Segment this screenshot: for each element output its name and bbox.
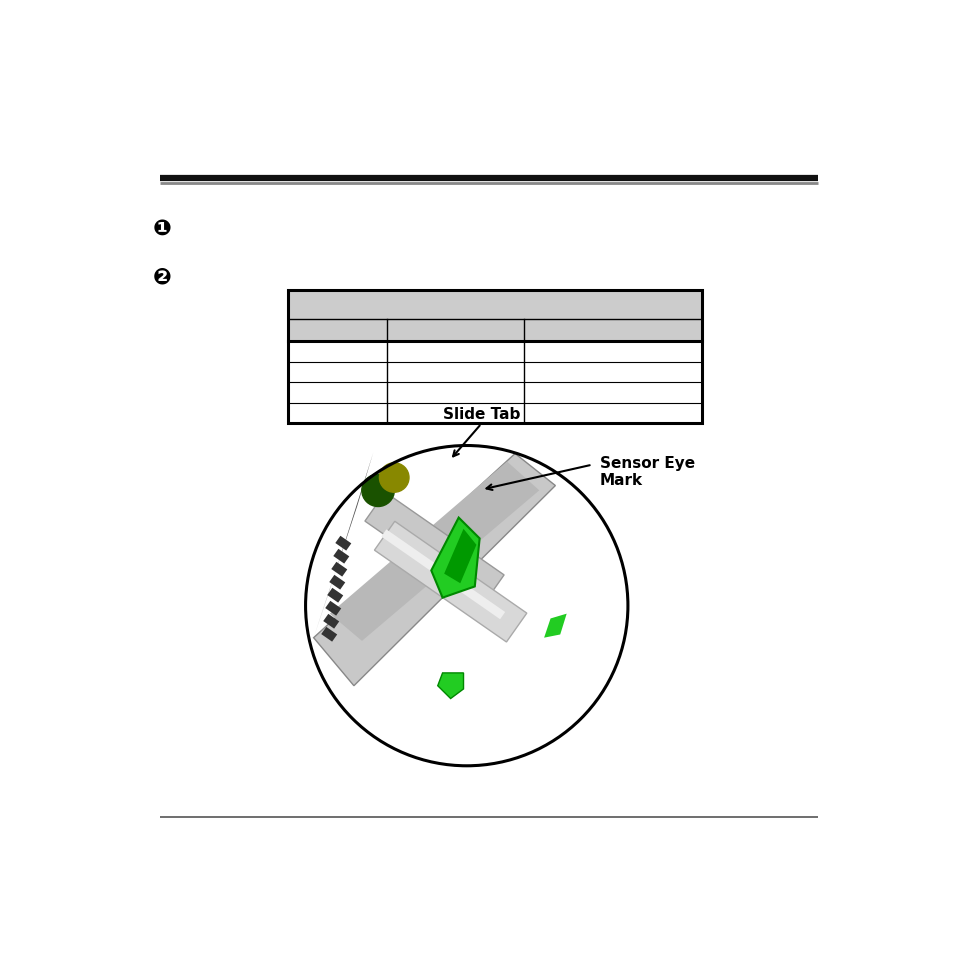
Polygon shape [314, 454, 555, 686]
Bar [288, 291, 701, 320]
Bar [288, 291, 701, 424]
Circle shape [305, 446, 627, 766]
Polygon shape [437, 673, 463, 699]
Bar [333, 549, 349, 564]
Polygon shape [444, 529, 476, 583]
Bar [325, 601, 341, 616]
Bar [288, 291, 701, 424]
Bar [327, 588, 343, 603]
Bar [329, 576, 345, 590]
Bar [335, 537, 351, 551]
Polygon shape [314, 453, 373, 638]
Polygon shape [381, 530, 505, 619]
Polygon shape [374, 521, 526, 642]
Polygon shape [431, 518, 479, 598]
Text: ❷: ❷ [152, 267, 172, 287]
Bar [288, 320, 701, 342]
Polygon shape [365, 493, 503, 604]
Text: Slide Tab: Slide Tab [442, 406, 519, 421]
Text: Sensor Eye
Mark: Sensor Eye Mark [599, 456, 694, 488]
Polygon shape [543, 614, 566, 638]
Circle shape [379, 463, 409, 493]
Bar [323, 614, 339, 629]
Circle shape [361, 475, 394, 507]
Polygon shape [330, 462, 538, 641]
Bar [321, 627, 336, 642]
Bar [331, 562, 347, 577]
Text: ❶: ❶ [152, 218, 172, 238]
